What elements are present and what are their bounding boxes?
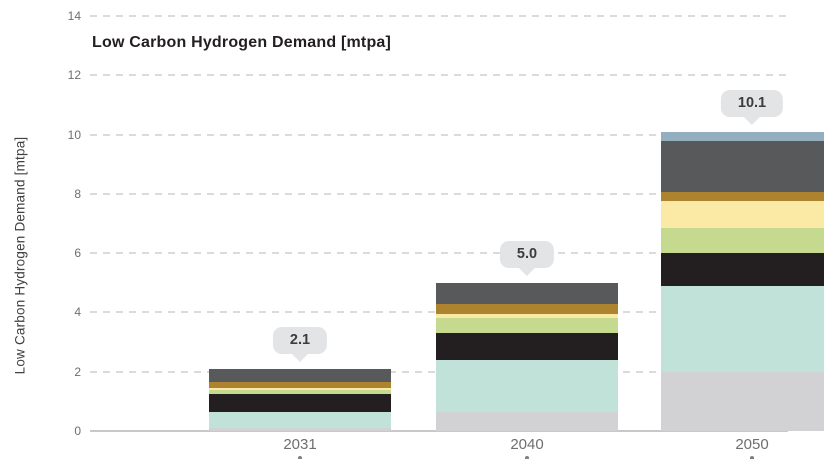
cropped-text-mark [525,456,529,459]
y-tick-label-2: 2 [74,364,81,379]
brown-segment [209,382,391,389]
bar-2050 [661,131,824,431]
bar-2040 [436,282,618,431]
cropped-text-mark [750,456,754,459]
value-callout-2050: 10.1 [720,89,784,117]
y-tick-label-6: 6 [74,246,81,261]
y-tick-label-14: 14 [67,9,81,23]
dark-gray-segment [209,368,391,383]
cropped-text-mark [298,456,302,459]
dark-gray-segment [661,140,824,193]
black-segment [209,393,391,412]
teal-segment [209,411,391,429]
light-gray-segment [436,411,618,431]
light-green-segment [209,389,391,394]
gridline-y-10 [90,133,788,136]
light-gray-segment [661,371,824,431]
x-tick-label-2031: 2031 [283,436,317,453]
gridline-y-8 [90,192,788,195]
black-segment [661,253,824,286]
dark-gray-segment [436,282,618,304]
black-segment [436,333,618,360]
light-green-segment [661,227,824,254]
brown-segment [436,303,618,314]
plot-area: 2.1 5.0 10.1 [90,15,824,432]
y-tick-label-0: 0 [74,424,81,438]
gridline-y-14 [90,15,788,17]
x-axis-line [90,430,788,432]
value-callout-2040: 5.0 [499,240,555,268]
y-tick-label-10: 10 [67,127,81,142]
y-tick-label-4: 4 [74,305,81,320]
light-green-segment [436,318,618,334]
teal-segment [661,285,824,372]
pale-yellow-segment [661,201,824,228]
pale-yellow-segment [209,388,391,390]
blue-gray-segment [661,131,824,141]
y-tick-label-12: 12 [67,68,81,83]
pale-yellow-segment [436,313,618,319]
gridline-y-12 [90,74,788,77]
chart-title: Low Carbon Hydrogen Demand [mtpa] [92,34,392,51]
brown-segment [661,192,824,202]
teal-segment [436,359,618,412]
value-callout-2031: 2.1 [272,326,328,354]
y-tick-label-8: 8 [74,186,81,201]
light-gray-segment [209,428,391,431]
y-axis-title: Low Carbon Hydrogen Demand [mtpa] [12,136,28,375]
x-tick-label-2040: 2040 [510,436,544,453]
gridline-y-6 [90,252,788,255]
bar-2031 [209,368,391,431]
x-tick-label-2050: 2050 [735,436,769,453]
